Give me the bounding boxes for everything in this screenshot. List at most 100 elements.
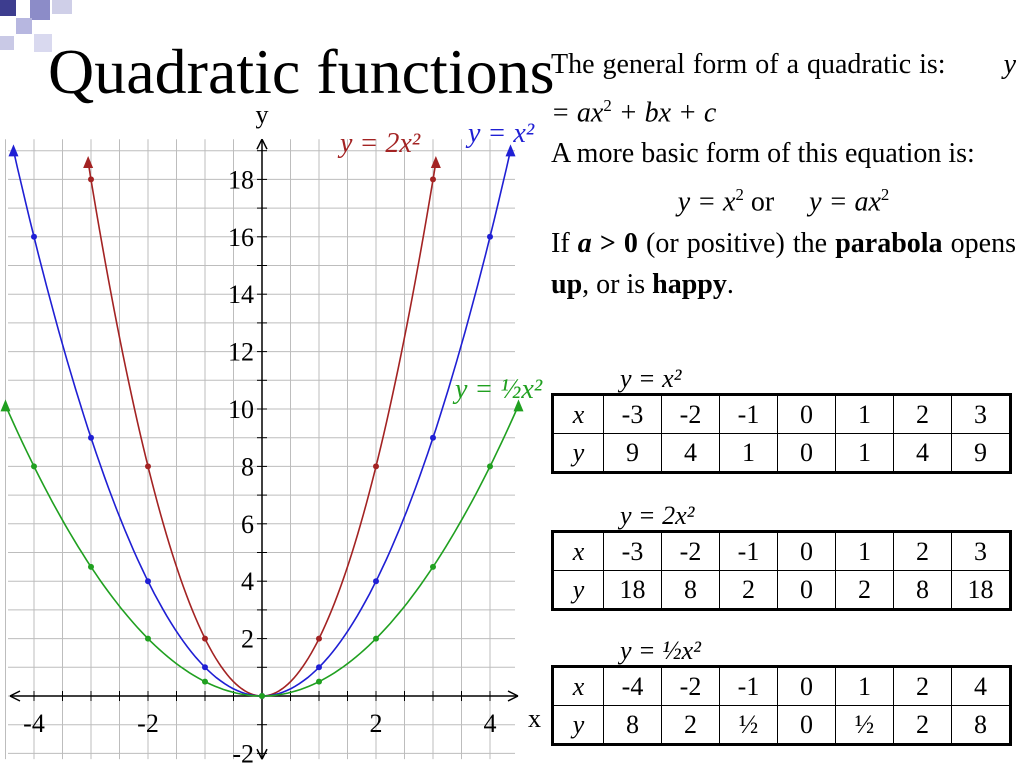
decor-square	[0, 36, 14, 50]
table-cell: 4	[951, 666, 1011, 706]
y-tick-label: 8	[241, 452, 254, 481]
x-tick-label: -2	[137, 709, 159, 738]
table-row: y 8 2 ½ 0 ½ 2 8	[552, 705, 1011, 745]
data-point	[316, 664, 322, 671]
graph-grid	[5, 139, 515, 760]
data-point	[202, 678, 208, 685]
y-axis-label: y	[256, 100, 269, 129]
table-cell: 4	[661, 433, 720, 473]
curve-arrowhead	[505, 144, 516, 157]
graph-axes	[9, 138, 519, 760]
data-point	[145, 635, 151, 642]
data-point	[373, 578, 379, 585]
curve-arrowhead	[8, 144, 19, 157]
decor-square	[52, 0, 72, 14]
table-header-y: y	[552, 705, 604, 745]
table-header-y: y	[552, 433, 604, 473]
table-cell: 1	[719, 433, 778, 473]
table-cell: 1	[835, 666, 894, 706]
table-cell: 0	[777, 666, 836, 706]
data-point	[88, 563, 94, 570]
value-table-half-x2: x -4 -2 -1 0 1 2 4 y 8 2 ½ 0 ½ 2 8	[551, 665, 1012, 746]
table-cell: -2	[661, 531, 720, 571]
table-row: y 9 4 1 0 1 4 9	[552, 433, 1011, 473]
table-cell: 8	[951, 705, 1011, 745]
table-cell: 18	[951, 570, 1011, 610]
y-tick-label: 16	[228, 223, 254, 252]
y-tick-label: 6	[241, 510, 254, 539]
table-cell: 9	[951, 433, 1011, 473]
curve-arrowhead	[513, 399, 524, 412]
y-tick-label: -2	[232, 739, 254, 768]
table-cell: 0	[777, 531, 836, 571]
table-header-x: x	[552, 666, 604, 706]
table-cell: -1	[719, 531, 778, 571]
table-cell: 1	[835, 394, 894, 434]
table-cell: 2	[835, 570, 894, 610]
table-cell: 1	[835, 433, 894, 473]
data-point	[31, 233, 37, 240]
decor-square	[16, 18, 32, 34]
data-point	[145, 463, 151, 470]
opening-rule-line: If a > 0 (or positive) the parabola open…	[551, 227, 1016, 300]
table-row: x -3 -2 -1 0 1 2 3	[552, 394, 1011, 434]
y-axis-arrows	[256, 138, 268, 760]
table-cell: 0	[777, 570, 836, 610]
data-point	[430, 563, 436, 570]
table-caption-2x2: y = 2x²	[620, 501, 695, 530]
table-cell: -1	[719, 394, 778, 434]
data-point	[316, 678, 322, 685]
table-caption-x2: y = x²	[620, 364, 682, 393]
table-cell: 18	[603, 570, 662, 610]
table-cell: 0	[777, 433, 836, 473]
table-cell: 2	[893, 394, 952, 434]
table-cell: 0	[777, 705, 836, 745]
description-text: The general form of a quadratic is: y = a…	[551, 44, 1016, 305]
x-tick-label: -4	[23, 709, 45, 738]
table-header-x: x	[552, 394, 604, 434]
data-point	[430, 176, 436, 183]
page-title: Quadratic functions	[48, 36, 555, 107]
table-cell: 8	[603, 705, 662, 745]
curve-arrowhead	[83, 156, 94, 169]
data-point	[145, 578, 151, 585]
table-cell: 3	[951, 531, 1011, 571]
data-point	[316, 635, 322, 642]
data-point	[487, 463, 493, 470]
table-cell: -3	[603, 394, 662, 434]
table-cell: -3	[603, 531, 662, 571]
curve-arrowhead	[430, 156, 441, 169]
graph-labels: -4 -2 2 4 18 16 14 12 10 8 6 4 2 -2 x y y = 2x² y = x² y =…	[23, 100, 543, 768]
y-tick-label: 2	[241, 625, 254, 654]
table-header-x: x	[552, 531, 604, 571]
y-tick-label: 14	[228, 280, 254, 309]
table-row: x -4 -2 -1 0 1 2 4	[552, 666, 1011, 706]
table-cell: 2	[893, 705, 952, 745]
data-point	[430, 434, 436, 441]
basic-form-equations: y = x2 or y = ax2	[677, 185, 890, 218]
y-tick-label: 12	[228, 338, 254, 367]
x-axis-label: x	[528, 704, 541, 733]
data-point	[259, 693, 265, 699]
curve-label-x2: y = x²	[465, 118, 535, 149]
curve-label-2x2: y = 2x²	[337, 128, 421, 159]
table-caption-half-x2: y = ½x²	[620, 636, 701, 665]
parabola-graph: -4 -2 2 4 18 16 14 12 10 8 6 4 2 -2 x y y = 2x² y = x² y =…	[0, 100, 543, 768]
table-cell: ½	[719, 705, 778, 745]
x-axis-arrows	[9, 690, 519, 702]
table-cell: 2	[893, 531, 952, 571]
table-cell: -2	[661, 666, 720, 706]
table-cell: 8	[893, 570, 952, 610]
data-point	[373, 635, 379, 642]
data-point	[88, 176, 94, 183]
general-form-line: The general form of a quadratic is: y = a…	[551, 49, 1016, 129]
table-cell: 9	[603, 433, 662, 473]
table-cell: 2	[893, 666, 952, 706]
data-point	[88, 434, 94, 441]
value-table-2x2: x -3 -2 -1 0 1 2 3 y 18 8 2 0 2 8 18	[551, 530, 1012, 611]
table-header-y: y	[552, 570, 604, 610]
graph-curves	[0, 144, 524, 699]
data-point	[202, 635, 208, 642]
y-tick-label: 10	[228, 395, 254, 424]
table-cell: ½	[835, 705, 894, 745]
